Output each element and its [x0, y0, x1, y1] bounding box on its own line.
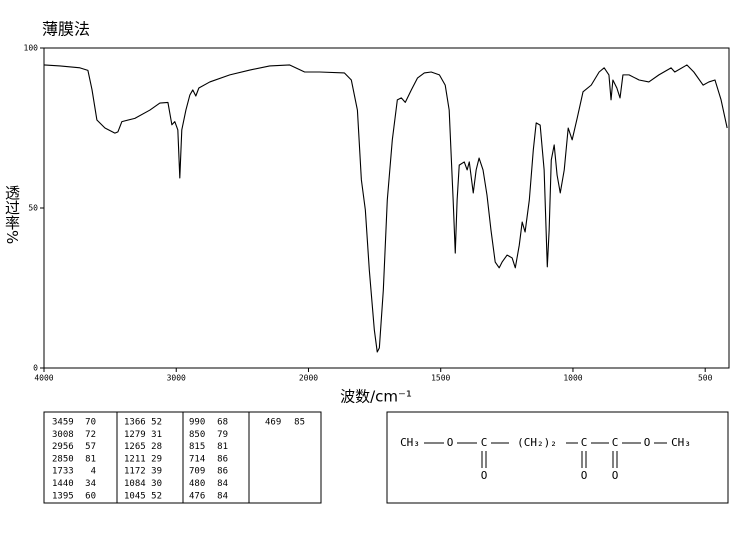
peak-transmittance: 68 — [217, 418, 228, 428]
x-axis-label: 波数/cm⁻¹ — [340, 388, 412, 406]
structure-frame — [386, 411, 729, 504]
peak-wavenumber: 476 — [189, 491, 205, 501]
peak-wavenumber: 1279 — [124, 430, 146, 440]
peak-transmittance: 52 — [151, 418, 162, 428]
y-tick-label: 0 — [33, 364, 38, 373]
peak-wavenumber: 480 — [189, 479, 205, 489]
peak-transmittance: 31 — [151, 430, 162, 440]
peak-transmittance: 81 — [217, 442, 228, 452]
y-tick-label: 50 — [28, 204, 38, 213]
peak-transmittance: 30 — [151, 479, 162, 489]
peak-wavenumber: 3008 — [52, 430, 74, 440]
peak-wavenumber: 1172 — [124, 467, 146, 477]
peak-wavenumber: 3459 — [52, 418, 74, 428]
peak-transmittance: 28 — [151, 442, 162, 452]
carbonyl-oxygen: O — [481, 469, 488, 482]
structure-group: O — [644, 436, 651, 449]
carbonyl-oxygen: O — [581, 469, 588, 482]
peak-wavenumber: 2850 — [52, 454, 74, 464]
peak-transmittance: 86 — [217, 454, 228, 464]
peak-transmittance: 81 — [85, 454, 96, 464]
structure-group: CH₃ — [671, 436, 691, 449]
structure-group: O — [447, 436, 454, 449]
structure-bonds — [424, 442, 667, 468]
peak-transmittance: 52 — [151, 491, 162, 501]
peak-transmittance: 84 — [217, 479, 228, 489]
x-tick-label: 3000 — [167, 374, 186, 383]
peak-wavenumber: 709 — [189, 467, 205, 477]
peak-transmittance: 4 — [91, 467, 96, 477]
peak-transmittance: 39 — [151, 467, 162, 477]
peak-transmittance: 72 — [85, 430, 96, 440]
chart-title: 薄膜法 — [42, 20, 90, 39]
peak-wavenumber: 1265 — [124, 442, 146, 452]
peak-transmittance: 57 — [85, 442, 96, 452]
structure-group: C — [581, 436, 588, 449]
spectrum-line — [43, 64, 728, 353]
structure-group: C — [612, 436, 619, 449]
peak-wavenumber: 469 — [265, 418, 281, 428]
peak-transmittance: 34 — [85, 479, 96, 489]
carbonyl-oxygen: O — [612, 469, 619, 482]
peak-wavenumber: 815 — [189, 442, 205, 452]
x-tick-label: 1000 — [563, 374, 582, 383]
peak-wavenumber: 1733 — [52, 467, 74, 477]
x-tick-label: 2000 — [299, 374, 318, 383]
peak-transmittance: 84 — [217, 491, 228, 501]
x-tick-label: 4000 — [34, 374, 53, 383]
peak-wavenumber: 1045 — [124, 491, 146, 501]
x-tick-label: 500 — [698, 374, 713, 383]
y-axis-label: 透过率% — [3, 185, 21, 244]
x-tick-label: 1500 — [431, 374, 450, 383]
peak-wavenumber: 1211 — [124, 454, 146, 464]
peak-transmittance: 60 — [85, 491, 96, 501]
peak-transmittance: 79 — [217, 430, 228, 440]
peak-wavenumber: 1366 — [124, 418, 146, 428]
peak-wavenumber: 1440 — [52, 479, 74, 489]
peak-transmittance: 29 — [151, 454, 162, 464]
structure-group: C — [481, 436, 488, 449]
peak-transmittance: 70 — [85, 418, 96, 428]
peak-wavenumber: 1395 — [52, 491, 74, 501]
peak-transmittance: 86 — [217, 467, 228, 477]
peak-wavenumber: 850 — [189, 430, 205, 440]
y-tick-label: 100 — [24, 44, 39, 53]
peak-transmittance: 85 — [294, 418, 305, 428]
peak-wavenumber: 1084 — [124, 479, 146, 489]
peak-wavenumber: 2956 — [52, 442, 74, 452]
peak-wavenumber: 714 — [189, 454, 205, 464]
peak-wavenumber: 990 — [189, 418, 205, 428]
structure-group: CH₃ — [400, 436, 420, 449]
structure-group: (CH₂)₂ — [517, 436, 557, 449]
